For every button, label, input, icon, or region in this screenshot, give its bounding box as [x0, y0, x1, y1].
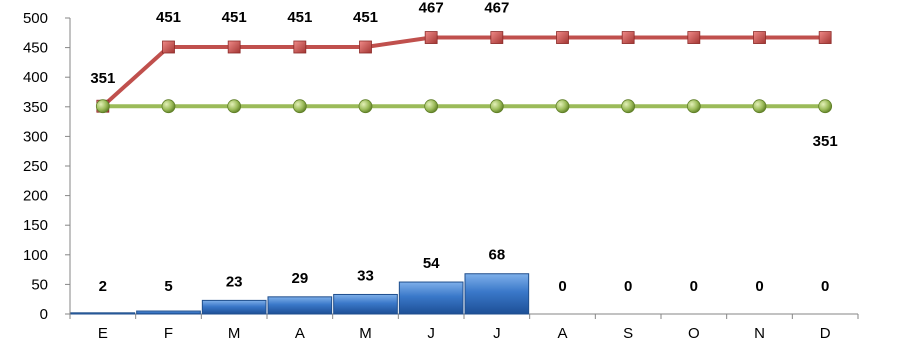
x-tick-label: E	[98, 325, 108, 342]
bar-data-label: 0	[821, 278, 829, 295]
x-tick-label: O	[688, 325, 700, 342]
bar-data-label: 54	[423, 255, 440, 272]
bar-data-label: 5	[164, 278, 172, 295]
line-point-circle	[424, 99, 439, 114]
x-tick-label: D	[820, 325, 831, 342]
green-line-data-label: 351	[813, 133, 838, 150]
line-point-circle	[752, 99, 767, 114]
line-point-square	[293, 40, 307, 54]
line-point-square	[753, 31, 766, 44]
bar-data-label: 29	[291, 270, 308, 287]
y-tick-label: 350	[23, 99, 48, 116]
x-tick-label: S	[623, 325, 633, 342]
x-tick-label: N	[754, 325, 765, 342]
red-line-data-label: 467	[419, 0, 444, 17]
bar-data-label: 0	[690, 278, 698, 295]
bar	[267, 296, 333, 315]
line-point-square	[359, 40, 372, 54]
bar	[398, 281, 464, 315]
red-line-data-label: 451	[222, 9, 247, 26]
x-tick-label: M	[359, 325, 372, 342]
y-tick-label: 450	[23, 40, 48, 57]
red-line-series	[100, 35, 828, 109]
bar	[464, 273, 530, 315]
line-point-circle	[489, 99, 504, 114]
y-tick-label: 250	[23, 158, 48, 175]
line-point-circle	[621, 99, 636, 114]
y-tick-label: 400	[23, 69, 48, 86]
line-point-square	[162, 40, 175, 54]
y-tick-label: 500	[23, 10, 48, 27]
y-tick-label: 0	[40, 306, 48, 323]
y-tick-label: 300	[23, 128, 48, 145]
line-point-circle	[161, 99, 176, 114]
line-point-circle	[95, 99, 110, 114]
red-line-data-label: 451	[287, 9, 312, 26]
x-tick-label: J	[493, 325, 501, 342]
x-tick-label: M	[228, 325, 241, 342]
bar-data-label: 0	[624, 278, 632, 295]
x-tick-label: A	[557, 325, 567, 342]
x-tick-label: A	[295, 325, 305, 342]
bar-data-label: 0	[755, 278, 763, 295]
line-point-square	[621, 31, 635, 44]
y-tick-label: 150	[23, 217, 48, 234]
x-tick-label: J	[427, 325, 435, 342]
bar	[70, 312, 136, 315]
bar-data-label: 2	[99, 278, 107, 295]
line-point-circle	[227, 99, 242, 114]
line-point-square	[556, 31, 569, 44]
x-tick-label: F	[164, 325, 173, 342]
red-line-data-label: 451	[156, 9, 181, 26]
line-point-circle	[292, 99, 307, 114]
bar-data-label: 68	[488, 247, 505, 264]
line-point-square	[818, 31, 832, 44]
y-tick-label: 50	[31, 276, 48, 293]
bar	[333, 293, 398, 315]
line-point-square	[227, 40, 241, 54]
y-tick-label: 200	[23, 188, 48, 205]
line-point-square	[687, 31, 701, 44]
line-point-circle	[358, 99, 373, 114]
bar-data-label: 23	[226, 273, 243, 290]
line-point-square	[490, 31, 504, 44]
line-point-square	[424, 31, 438, 44]
line-point-circle	[686, 99, 701, 114]
bar	[136, 310, 201, 315]
bar-data-label: 33	[357, 267, 374, 284]
bar-data-label: 0	[558, 278, 566, 295]
red-line-data-label: 351	[90, 70, 115, 87]
y-tick-label: 100	[23, 247, 48, 264]
bar	[201, 299, 267, 315]
line-point-circle	[818, 99, 833, 114]
red-line-data-label: 467	[484, 0, 509, 17]
line-point-circle	[555, 99, 570, 114]
red-line-data-label: 451	[353, 9, 378, 26]
